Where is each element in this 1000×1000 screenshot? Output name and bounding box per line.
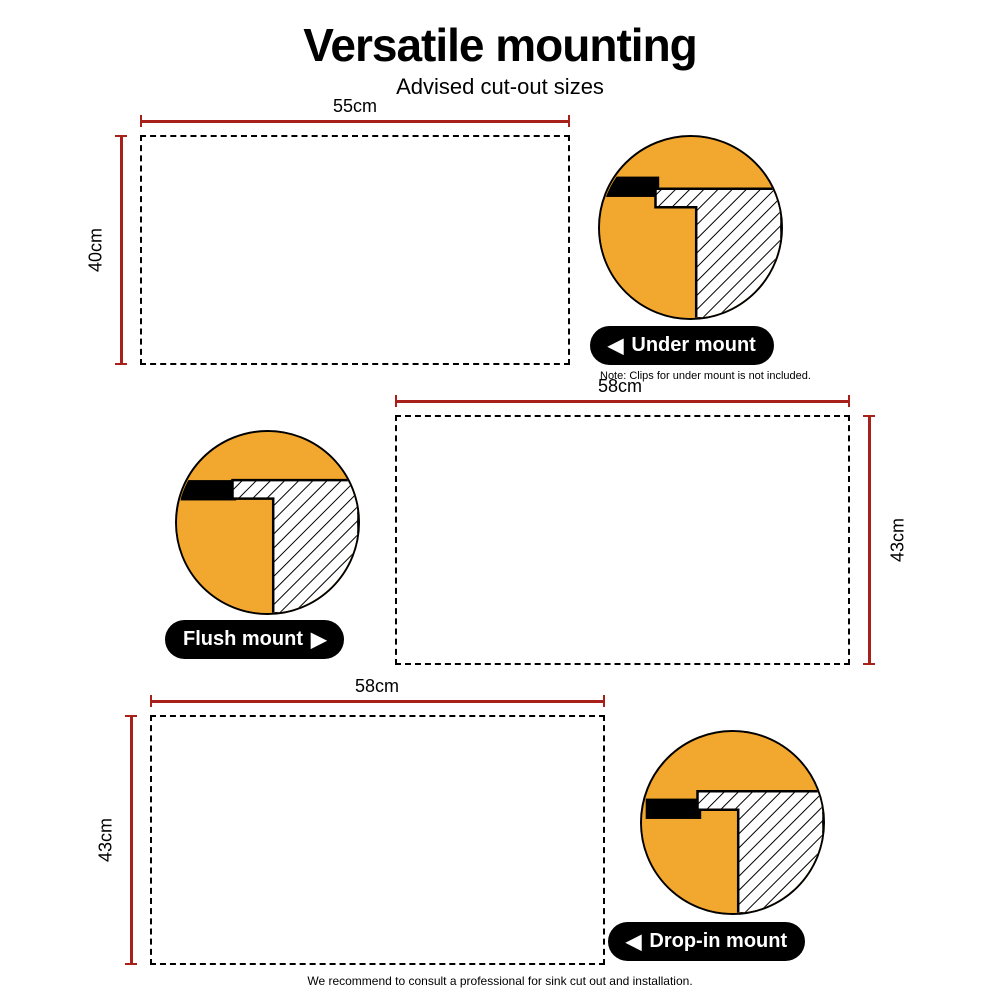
dim-under-width: 55cm bbox=[333, 96, 377, 117]
dim-dropin-width: 58cm bbox=[355, 676, 399, 697]
ruler-flush-right bbox=[868, 415, 871, 665]
footer-note: We recommend to consult a professional f… bbox=[0, 974, 1000, 988]
ruler-under-top bbox=[140, 120, 570, 123]
cutout-under bbox=[140, 135, 570, 365]
badge-under-label: Under mount bbox=[631, 334, 755, 357]
dim-dropin-height: 43cm bbox=[96, 818, 117, 862]
badge-flush-mount: Flush mount ▶ bbox=[165, 620, 344, 659]
mount-diagram-under bbox=[598, 135, 783, 320]
page-title: Versatile mounting bbox=[0, 18, 1000, 72]
dim-flush-height: 43cm bbox=[888, 518, 909, 562]
ruler-under-left bbox=[120, 135, 123, 365]
dim-under-height: 40cm bbox=[86, 228, 107, 272]
dim-flush-width: 58cm bbox=[598, 376, 642, 397]
arrow-left-icon: ◀ bbox=[626, 932, 641, 952]
badge-under-mount: ◀ Under mount bbox=[590, 326, 774, 365]
ruler-dropin-left bbox=[130, 715, 133, 965]
page-subtitle: Advised cut-out sizes bbox=[0, 74, 1000, 100]
ruler-dropin-top bbox=[150, 700, 605, 703]
cutout-dropin bbox=[150, 715, 605, 965]
ruler-flush-top bbox=[395, 400, 850, 403]
badge-dropin-mount: ◀ Drop-in mount bbox=[608, 922, 805, 961]
badge-flush-label: Flush mount bbox=[183, 628, 303, 651]
arrow-left-icon: ◀ bbox=[608, 336, 623, 356]
cutout-flush bbox=[395, 415, 850, 665]
mount-diagram-flush bbox=[175, 430, 360, 615]
badge-dropin-label: Drop-in mount bbox=[649, 930, 787, 953]
arrow-right-icon: ▶ bbox=[311, 630, 326, 650]
mount-diagram-dropin bbox=[640, 730, 825, 915]
